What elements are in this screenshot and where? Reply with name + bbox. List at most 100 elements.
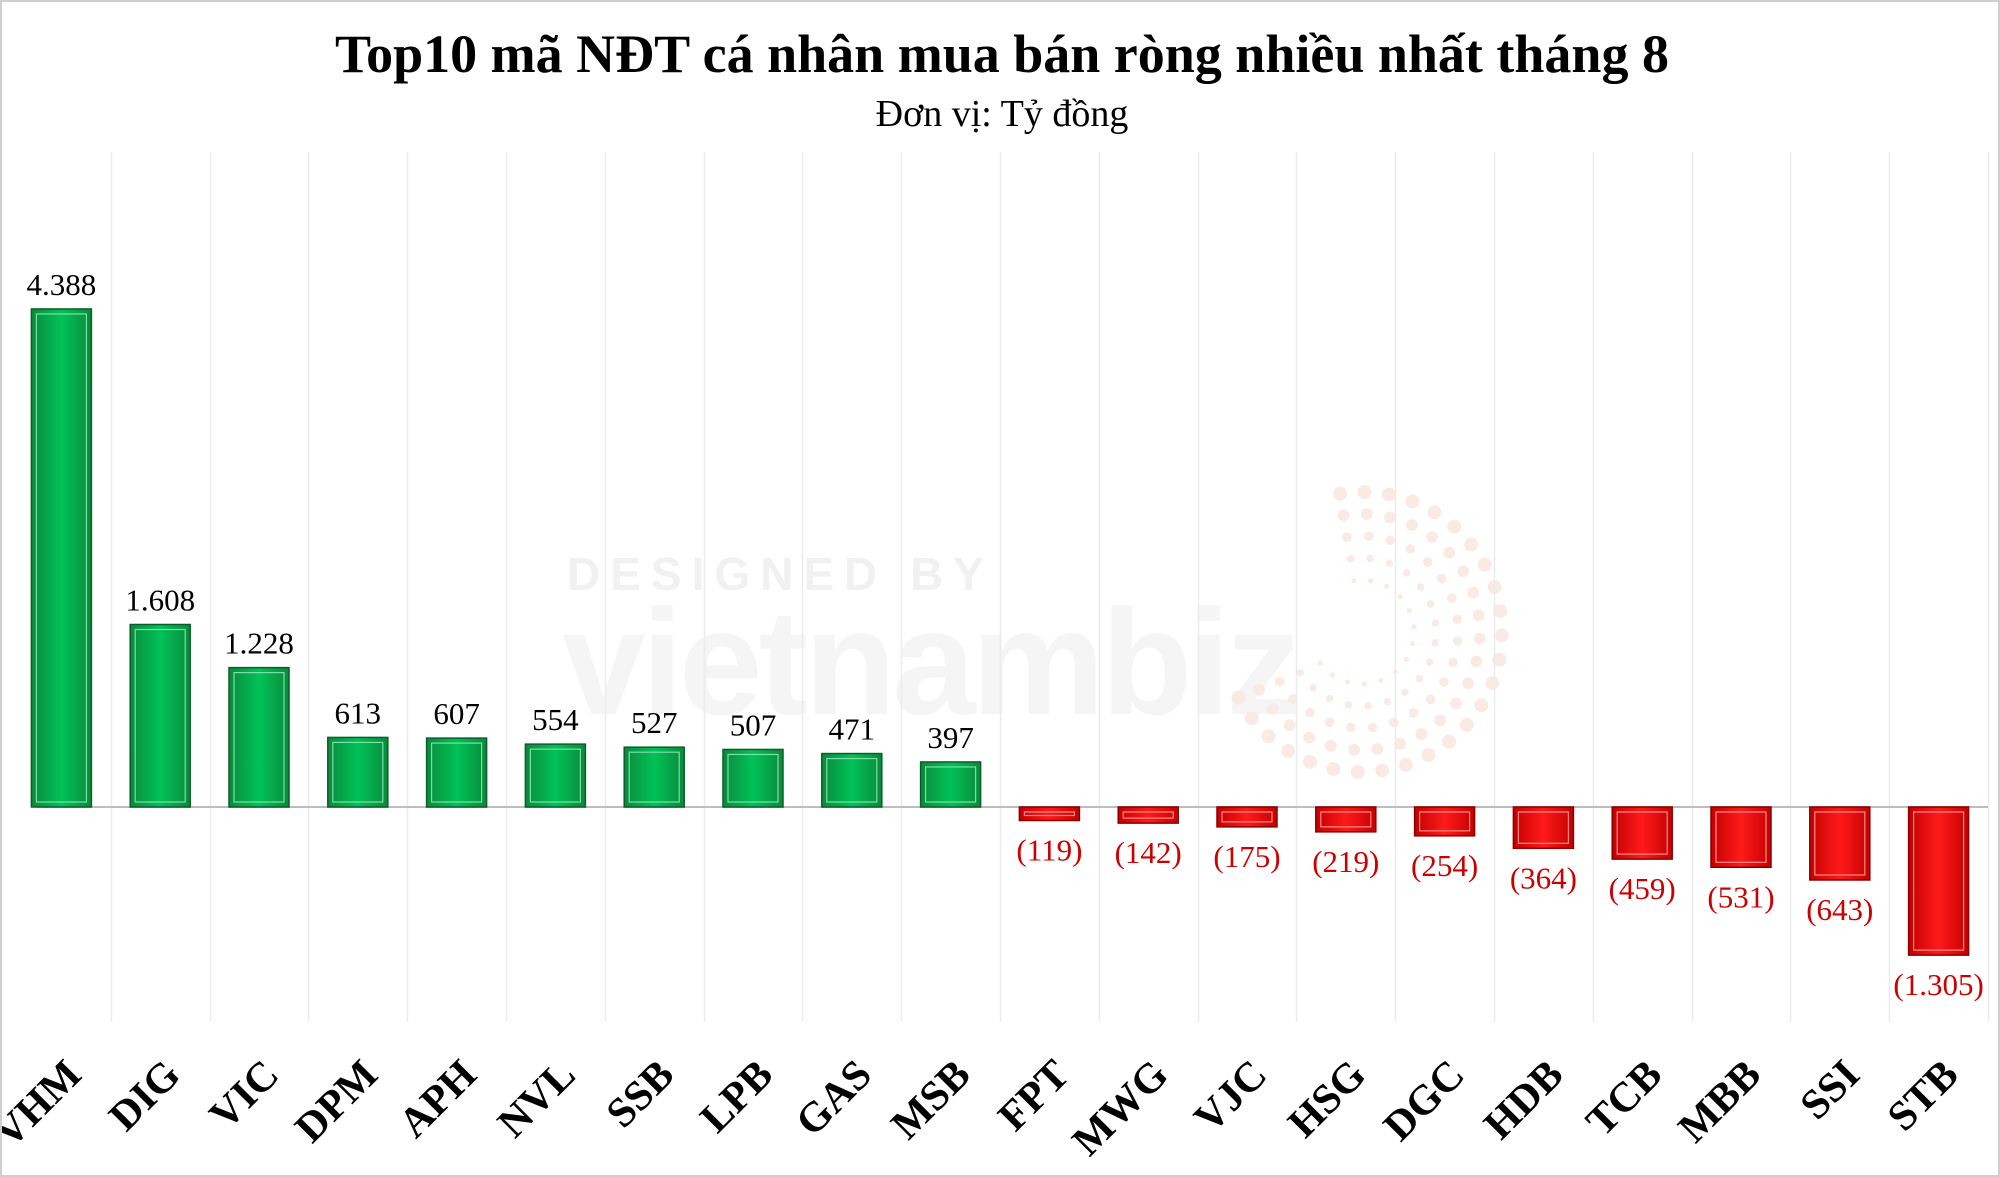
bar-bevel [1221,811,1273,823]
category-label: VJC [1186,1052,1276,1142]
watermark-dot [1401,688,1409,696]
data-label: 613 [335,695,382,730]
watermark-dot [1253,683,1266,696]
category-label: LPB [692,1052,782,1142]
bar-dpm [327,736,389,808]
bar-bevel [924,766,977,803]
watermark-line1: DESIGNED BY [567,548,994,600]
watermark-dot [1371,743,1384,755]
watermark-dot [1405,494,1420,509]
category-label: STB [1879,1052,1968,1141]
bar [821,752,883,808]
category-label: NVL [489,1052,584,1147]
watermark-dot [1477,557,1492,572]
data-label: (364) [1510,860,1577,895]
bar-tcb [1611,806,1673,860]
bar [1710,806,1772,869]
watermark-dot [1464,537,1479,552]
data-label: 1.608 [125,582,195,617]
watermark-dot [1425,658,1434,666]
category-label: DPM [287,1052,387,1152]
data-label: (254) [1411,848,1478,883]
bar-bevel [1912,811,1965,951]
bar-fpt [1018,806,1081,822]
watermark-dot [1309,683,1317,692]
category-label: HSG [1280,1052,1375,1147]
bar [129,623,191,808]
bar [1413,806,1476,837]
bar-mbb [1710,806,1772,869]
bar-msb [919,761,982,808]
watermark-dot [1450,697,1462,710]
watermark-dot [1399,757,1414,772]
watermark-dot [1405,544,1416,554]
watermark-dot [1384,583,1390,589]
category-label: VHM [2,1052,90,1157]
bar-bevel [1517,811,1570,844]
watermark-dot [1485,676,1500,691]
value-labels: 4.388 1.608 1.228 613 607 554 527 507 471 397 (119… [27,267,1984,1002]
category-label: DGC [1375,1052,1474,1151]
category-label: MBB [1670,1052,1770,1152]
bar-bevel [1715,811,1767,863]
data-label: 607 [433,696,480,731]
watermark-dot [1364,702,1372,710]
watermark-dot [1346,555,1355,563]
watermark-dot [1231,690,1246,705]
watermark-dot [1360,508,1373,520]
bar-nvl [524,743,587,808]
watermark-dot [1470,655,1483,668]
data-label: (531) [1707,879,1774,914]
category-label: SSB [598,1052,683,1137]
watermark-dot [1357,485,1372,500]
data-label: (1.305) [1893,967,1983,1002]
bar-bevel [35,313,88,803]
bar [1018,806,1081,822]
watermark-dot [1351,578,1357,584]
data-label: 397 [927,720,974,755]
bar [30,308,93,808]
data-label: (643) [1806,892,1873,927]
watermark-dot [1385,559,1394,567]
bar-vic [228,666,290,808]
watermark-dot [1389,717,1399,728]
watermark-dot [1283,719,1296,731]
bar-bevel [1122,811,1174,819]
bar-mwg [1117,806,1179,824]
watermark-dot [1381,487,1396,502]
bar [1512,806,1575,850]
watermark-dot [1261,729,1276,744]
watermark-dot [1325,739,1337,752]
data-label: 507 [730,707,777,742]
watermark-dot [1467,586,1480,599]
bar [524,743,587,808]
bar-stb [1907,806,1970,956]
watermark-dot [1494,628,1509,643]
data-label: 471 [829,712,876,747]
bar-bevel [233,672,285,803]
data-label: 1.228 [224,626,294,661]
watermark-dot [1384,511,1396,524]
watermark-dot [1348,743,1360,756]
watermark-dot [1402,569,1411,577]
watermark-dot [1493,603,1508,618]
watermark-dot [1363,531,1374,542]
category-label: TCB [1578,1052,1672,1146]
watermark-dot [1325,694,1334,703]
watermark-dot [1302,754,1317,769]
watermark-dot [1408,708,1419,718]
watermark-dot [1375,763,1390,778]
bars [30,308,1970,956]
watermark-dot [1337,509,1350,522]
category-label: GAS [787,1052,881,1146]
bar-bevel [826,757,878,803]
bar-vjc [1216,806,1278,828]
watermark-dot [1421,748,1436,763]
watermark-dot [1425,694,1436,705]
bar-bevel [1023,811,1076,817]
watermark-dot [1288,694,1298,704]
watermark-dot [1394,737,1406,750]
data-label: (459) [1609,871,1676,906]
watermark-dot [1296,668,1304,677]
